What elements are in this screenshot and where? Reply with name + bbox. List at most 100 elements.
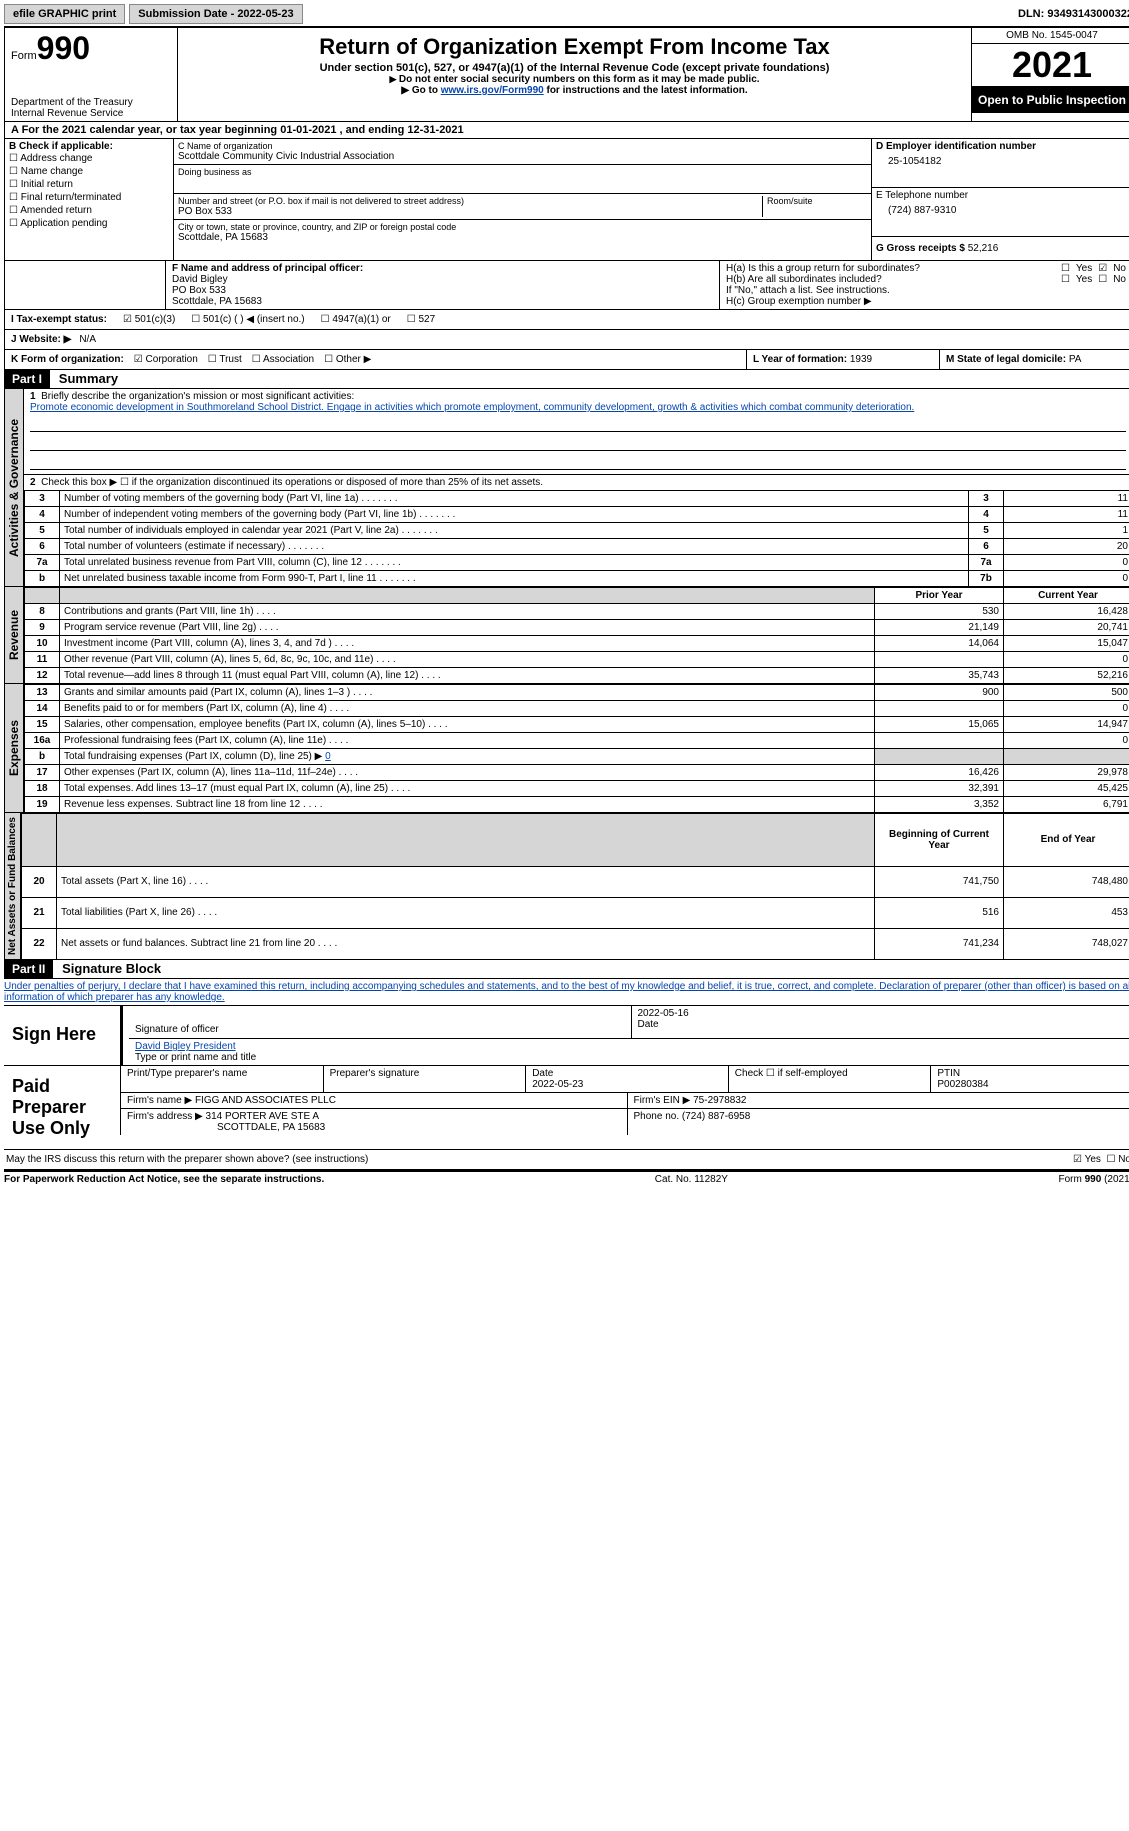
firm-ein-cell: Firm's EIN ▶ 75-2978832 [627,1093,1129,1108]
cb-final-return[interactable]: ☐ Final return/terminated [9,191,169,204]
declaration-text: Under penalties of perjury, I declare th… [4,981,1129,1003]
part2-header: Part II Signature Block [4,960,1129,979]
cb-label: Initial return [21,179,73,190]
form-word: Form [11,50,37,62]
cb-initial-return[interactable]: ☐ Initial return [9,178,169,191]
cb-address-change[interactable]: ☐ Address change [9,152,169,165]
firm-phone-cell: Phone no. (724) 887-6958 [627,1109,1129,1135]
street-value: PO Box 533 [178,206,762,217]
city-cell: City or town, state or province, country… [174,220,871,245]
paid-preparer-label: Paid Preparer Use Only [4,1066,120,1149]
prep-name-label: Print/Type preparer's name [127,1068,317,1079]
ein-value: 25-1054182 [876,152,1128,167]
ptin-label: PTIN [937,1068,960,1079]
sign-here-row: Sign Here Signature of officer 2022-05-1… [4,1005,1129,1066]
section-fh: F Name and address of principal officer:… [4,261,1129,310]
note2-post: for instructions and the latest informat… [544,85,748,96]
i-opt: 501(c)(3) [135,314,176,325]
k-corp[interactable]: ☑ Corporation [134,354,198,365]
part1-header: Part I Summary [4,370,1129,389]
i-label: I Tax-exempt status: [11,314,107,325]
form-ref: Form 990 (2021) [1059,1174,1129,1185]
i-527[interactable]: ☐ 527 [407,314,435,325]
cb-label: Name change [21,166,83,177]
firm-addr-cell: Firm's address ▶ 314 PORTER AVE STE A SC… [120,1109,627,1135]
section-f: F Name and address of principal officer:… [165,261,719,309]
sig-date-label: Date [638,1019,1128,1030]
street-label: Number and street (or P.O. box if mail i… [178,196,762,206]
k-assoc[interactable]: ☐ Association [252,354,314,365]
i-501c3[interactable]: ☑ 501(c)(3) [123,314,175,325]
f-addr1: PO Box 533 [172,285,713,296]
note2-pre: Go to [412,85,441,96]
part1-rev: Revenue Prior YearCurrent Year8Contribut… [4,587,1129,684]
cb-name-change[interactable]: ☐ Name change [9,165,169,178]
table-activities: 3Number of voting members of the governi… [24,490,1129,587]
i-opt: 501(c) ( ) ◀ (insert no.) [203,314,305,325]
i-501c[interactable]: ☐ 501(c) ( ) ◀ (insert no.) [191,314,304,325]
part1-body: Activities & Governance 1 Briefly descri… [4,389,1129,587]
city-label: City or town, state or province, country… [178,222,867,232]
efile-print-button[interactable]: efile GRAPHIC print [4,4,125,24]
cb-label: Application pending [20,218,107,229]
submission-date-button[interactable]: Submission Date - 2022-05-23 [129,4,302,24]
section-h: H(a) Is this a group return for subordin… [719,261,1129,309]
section-bcd: B Check if applicable: ☐ Address change … [4,139,1129,261]
table-row: 20Total assets (Part X, line 16) . . . .… [22,866,1129,897]
room-label: Room/suite [767,196,867,206]
table-row: bTotal fundraising expenses (Part IX, co… [25,749,1129,765]
open-inspection: Open to Public Inspection [972,87,1129,113]
table-row: bNet unrelated business taxable income f… [25,571,1129,587]
discuss-no[interactable]: ☐ No [1106,1154,1129,1165]
table-row: 7aTotal unrelated business revenue from … [25,555,1129,571]
k-other[interactable]: ☐ Other ▶ [324,354,371,365]
yes-label: Yes [1085,1154,1101,1165]
form-subtitle: Under section 501(c), 527, or 4947(a)(1)… [182,62,967,74]
firm-ein: 75-2978832 [693,1095,746,1106]
j-label: J Website: ▶ [11,334,71,345]
cb-app-pending[interactable]: ☐ Application pending [9,217,169,230]
cat-no: Cat. No. 11282Y [655,1174,728,1185]
officer-sig-label: Signature of officer [135,1024,625,1035]
officer-name-cell: David Bigley President Type or print nam… [129,1039,1129,1065]
period-mid: , and ending [340,124,408,136]
period-a-label: A For the 2021 calendar year, or tax yea… [11,124,280,136]
irs-link[interactable]: www.irs.gov/Form990 [441,85,544,96]
part1-badge: Part I [4,370,50,388]
discuss-yes[interactable]: ☑ Yes [1073,1154,1101,1165]
ein-label: D Employer identification number [876,141,1128,152]
gross-label: G Gross receipts $ [876,243,965,254]
ha-label: H(a) Is this a group return for subordin… [726,263,1055,274]
f-addr2: Scottdale, PA 15683 [172,296,713,307]
org-name-cell: C Name of organization Scottdale Communi… [174,139,871,165]
dln-field: DLN: 93493143000322 [1018,8,1129,20]
tel-cell: E Telephone number (724) 887-9310 [872,188,1129,237]
firm-name: FIGG AND ASSOCIATES PLLC [195,1095,336,1106]
dba-label: Doing business as [178,167,867,177]
prep-date-label: Date [532,1068,553,1079]
top-bar: efile GRAPHIC print Submission Date - 20… [4,4,1129,28]
hb-note: If "No," attach a list. See instructions… [726,285,1126,296]
ha-no: No [1113,263,1126,274]
sig-date: 2022-05-16 [638,1008,1128,1019]
part2-badge: Part II [4,960,53,978]
ha-yes: Yes [1076,263,1092,274]
table-header-row: Beginning of Current YearEnd of Year [22,814,1129,867]
i-opt: 4947(a)(1) or [332,314,390,325]
part1-exp: Expenses 13Grants and similar amounts pa… [4,684,1129,813]
ptin-cell: PTIN P00280384 [930,1066,1129,1092]
prep-sig-cell: Preparer's signature [323,1066,526,1092]
table-revenue: Prior YearCurrent Year8Contributions and… [24,587,1129,684]
cb-amended-return[interactable]: ☐ Amended return [9,204,169,217]
omb-number: OMB No. 1545-0047 [972,28,1129,44]
officer-sig-cell: Signature of officer [129,1006,631,1038]
k-trust[interactable]: ☐ Trust [208,354,242,365]
section-l: L Year of formation: 1939 [746,350,939,369]
prep-date: 2022-05-23 [532,1079,583,1090]
header-left: Form990 Department of the Treasury Inter… [5,28,178,121]
cb-label: Amended return [20,205,92,216]
prep-name-cell: Print/Type preparer's name [120,1066,323,1092]
firm-addr2: SCOTTDALE, PA 15683 [127,1122,325,1133]
i-4947[interactable]: ☐ 4947(a)(1) or [321,314,391,325]
ein-cell: D Employer identification number 25-1054… [872,139,1129,188]
